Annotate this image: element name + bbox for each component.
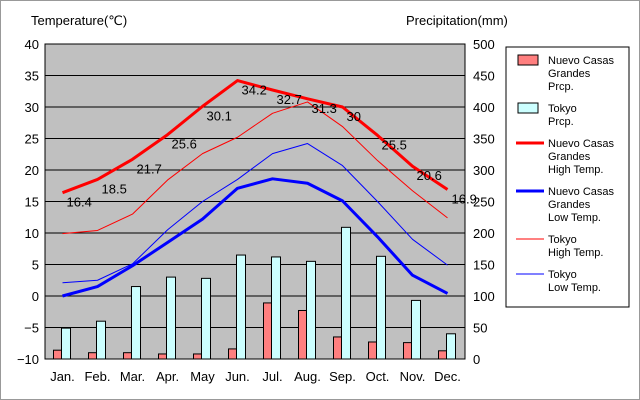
legend-label: Tokyo — [548, 269, 577, 281]
data-label: 16.4 — [67, 195, 92, 210]
y-left-tick-label: 0 — [32, 289, 39, 304]
left-axis-title: Temperature(℃) — [31, 13, 128, 28]
precip-bar — [341, 226, 351, 360]
data-label: 18.5 — [102, 181, 127, 196]
legend-swatch — [517, 102, 539, 114]
y-left-tick-label: 40 — [25, 37, 39, 52]
precip-bar — [166, 276, 176, 360]
temp-line — [62, 143, 448, 284]
x-tick-label: Sep. — [329, 369, 356, 384]
y-left-tick-label: 30 — [25, 100, 39, 115]
precip-bar — [236, 254, 246, 360]
precip-bar — [446, 333, 456, 360]
y-right-tick-label: 250 — [473, 195, 495, 210]
y-right-tick-label: 450 — [473, 69, 495, 84]
legend-box — [505, 46, 630, 308]
data-label: 34.2 — [242, 83, 267, 98]
y-right-tick-label: 500 — [473, 37, 495, 52]
y-right-tick-label: 350 — [473, 132, 495, 147]
legend-label: Grandes — [548, 151, 591, 163]
y-right-tick-label: 50 — [473, 321, 487, 336]
x-tick-label: Aug. — [294, 369, 321, 384]
legend-label: Prcp. — [548, 116, 574, 128]
y-left-tick-label: 5 — [32, 258, 39, 273]
legend-label: Prcp. — [548, 81, 574, 93]
precip-bar — [306, 260, 316, 360]
y-left-tick-label: 15 — [25, 195, 39, 210]
data-label: 20.6 — [417, 168, 442, 183]
data-label: 21.7 — [137, 161, 162, 176]
data-label: 31.3 — [312, 101, 337, 116]
precip-bar — [131, 286, 141, 360]
x-tick-label: Jun. — [225, 369, 250, 384]
precip-bar — [411, 299, 421, 360]
data-label: 32.7 — [277, 92, 302, 107]
x-tick-label: Feb. — [84, 369, 110, 384]
y-left-tick-label: −10 — [17, 352, 39, 367]
data-label: 25.6 — [172, 137, 197, 152]
x-tick-label: Jul. — [262, 369, 282, 384]
x-tick-label: May — [190, 369, 215, 384]
temp-line — [61, 79, 449, 195]
right-axis-title: Precipitation(mm) — [406, 13, 508, 28]
y-left-tick-label: 25 — [25, 132, 39, 147]
precip-bar — [201, 277, 211, 360]
legend-label: Grandes — [548, 68, 591, 80]
y-left-tick-label: 10 — [25, 226, 39, 241]
y-left-tick-label: −5 — [24, 321, 39, 336]
x-tick-label: Nov. — [400, 369, 426, 384]
legend-swatch — [517, 54, 539, 66]
temp-line — [62, 177, 449, 298]
precip-bar — [61, 327, 71, 360]
y-left-tick-label: 20 — [25, 163, 39, 178]
y-right-tick-label: 300 — [473, 163, 495, 178]
data-label: 30.1 — [207, 108, 232, 123]
legend-label: Low Temp. — [548, 212, 601, 224]
y-right-tick-label: 150 — [473, 258, 495, 273]
legend-label: High Temp. — [548, 247, 603, 259]
precip-bar — [96, 320, 106, 360]
y-left-tick-label: 35 — [25, 69, 39, 84]
data-label: 25.5 — [382, 137, 407, 152]
temp-line — [62, 101, 448, 235]
x-tick-label: Oct. — [366, 369, 390, 384]
y-right-tick-label: 100 — [473, 289, 495, 304]
y-right-tick-label: 400 — [473, 100, 495, 115]
x-tick-label: Apr. — [156, 369, 179, 384]
legend-label: Nuevo Casas — [548, 55, 615, 67]
legend-label: Tokyo — [548, 103, 577, 115]
y-right-tick-label: 0 — [473, 352, 480, 367]
x-tick-label: Dec. — [434, 369, 461, 384]
precip-bar — [376, 255, 386, 360]
legend-label: Tokyo — [548, 234, 577, 246]
legend-label: Nuevo Casas — [548, 138, 615, 150]
legend-label: Grandes — [548, 199, 591, 211]
data-label: 30 — [347, 109, 361, 124]
data-label: 16.9 — [452, 192, 477, 207]
legend-label: Low Temp. — [548, 282, 601, 294]
x-tick-label: Jan. — [50, 369, 75, 384]
x-tick-label: Mar. — [120, 369, 145, 384]
legend-label: High Temp. — [548, 164, 603, 176]
precip-bar — [271, 256, 281, 360]
legend-label: Nuevo Casas — [548, 186, 615, 198]
y-right-tick-label: 200 — [473, 226, 495, 241]
